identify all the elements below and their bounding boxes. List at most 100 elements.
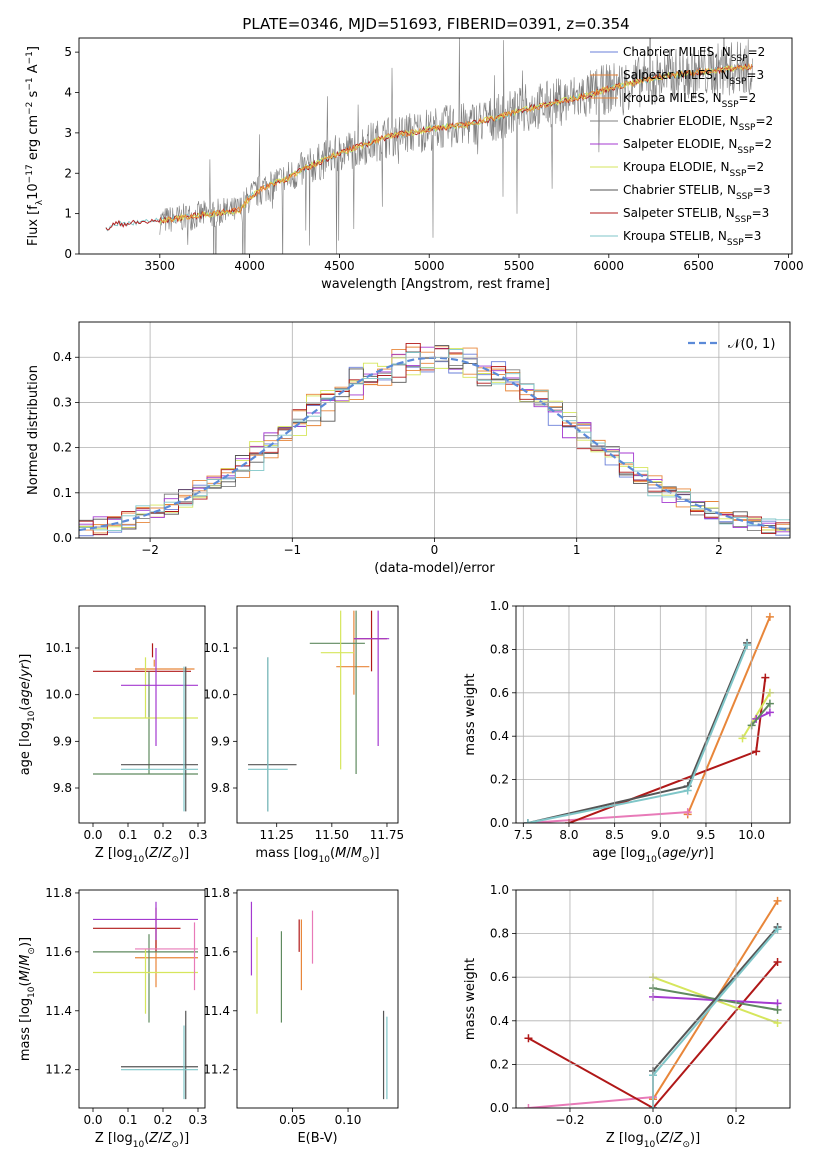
x-tick-label: 0.10	[335, 1113, 362, 1127]
x-tick-label: 7000	[773, 259, 804, 273]
x-tick-label: 0.2	[153, 828, 172, 842]
x-tick-label: 10.0	[738, 828, 765, 842]
weight-point	[773, 957, 782, 966]
x-tick-label: 8.5	[605, 828, 624, 842]
x-tick-label: 0.2	[726, 1113, 745, 1127]
model-spectrum	[159, 63, 753, 224]
legend-entry: 𝒩(0, 1)	[728, 337, 775, 352]
residual-histogram	[79, 357, 790, 534]
y-tick-label: 11.6	[45, 945, 72, 959]
x-axis-label: (data-model)/error	[374, 561, 495, 576]
weight-point	[765, 708, 774, 717]
y-tick-label: 9.9	[211, 734, 230, 748]
plot-area	[105, 38, 753, 254]
y-tick-label: 0.3	[53, 395, 72, 409]
y-tick-label: 0.4	[490, 729, 509, 743]
legend-entry: Kroupa ELODIE, NSSP=2	[623, 160, 764, 179]
y-tick-label: 2	[64, 166, 72, 180]
y-tick-label: 0.0	[490, 1101, 509, 1115]
plot-area	[93, 643, 198, 812]
x-tick-label: 3500	[145, 259, 176, 273]
x-tick-label: 0.1	[118, 828, 137, 842]
x-axis-label: Z [log10(Z/Z⊙)]	[606, 1131, 700, 1150]
y-tick-label: 0.8	[490, 927, 509, 941]
axes-frame	[515, 605, 791, 824]
plot-area	[248, 610, 390, 812]
y-tick-label: 0.1	[53, 486, 72, 500]
y-tick-label: 11.2	[45, 1063, 72, 1077]
weight-point	[773, 896, 782, 905]
x-tick-label: 0.0	[83, 1113, 102, 1127]
x-tick-label: 5000	[414, 259, 445, 273]
legend-entry: Salpeter STELIB, NSSP=3	[623, 206, 769, 225]
y-tick-label: 5	[64, 45, 72, 59]
y-axis-label: age [log10(age/yr)]	[18, 654, 37, 776]
x-tick-label: 9.0	[651, 828, 670, 842]
x-tick-label: 7.5	[514, 828, 533, 842]
axes-frame	[78, 321, 791, 539]
y-tick-label: 1.0	[490, 883, 509, 897]
weight-point	[738, 734, 747, 743]
x-tick-label: −1	[283, 543, 301, 557]
y-tick-label: 4	[64, 86, 72, 100]
axes-frame	[78, 889, 206, 1109]
x-tick-label: 6000	[594, 259, 625, 273]
x-tick-label: 11.75	[370, 828, 404, 842]
axes-frame	[236, 889, 399, 1109]
y-tick-label: 0.4	[490, 1014, 509, 1028]
y-tick-label: 3	[64, 126, 72, 140]
y-tick-label: 0.6	[490, 686, 509, 700]
x-tick-label: 0.2	[153, 1113, 172, 1127]
legend-entry: Kroupa STELIB, NSSP=3	[623, 229, 761, 248]
legend-entry: Chabrier STELIB, NSSP=3	[623, 183, 771, 202]
plot-area	[250, 901, 388, 1100]
x-tick-label: 0.1	[118, 1113, 137, 1127]
y-axis-label: mass weight	[463, 673, 478, 755]
weight-point	[773, 1005, 782, 1014]
x-tick-label: 0.0	[643, 1113, 662, 1127]
chart-weight_vs_Z: −0.2 0.0 0.2 0.0 0.2 0.4 0.6 0.8 1.0 Z [log10(Z/Z…	[463, 883, 791, 1150]
y-tick-label: 0.2	[490, 773, 509, 787]
y-tick-label: 0.6	[490, 970, 509, 984]
y-tick-label: 0.0	[53, 531, 72, 545]
x-tick-label: 9.5	[696, 828, 715, 842]
residual-histogram	[79, 348, 790, 537]
chart-age_vs_mass: 11.25 11.50 11.75 9.8 9.9 10.0 10.1 mass [log10…	[203, 605, 404, 865]
y-tick-label: 9.8	[53, 781, 72, 795]
y-tick-label: 9.9	[53, 734, 72, 748]
x-tick-label: 11.50	[315, 828, 349, 842]
weight-point	[773, 925, 782, 934]
x-tick-label: −2	[141, 543, 159, 557]
chart-weight_vs_age: 7.5 8.0 8.5 9.0 9.5 10.0 0.0 0.2 0.4 0.6 0.8 1.0 age…	[463, 599, 791, 865]
x-tick-label: 0.05	[279, 1113, 306, 1127]
x-tick-label: 0.3	[188, 828, 207, 842]
x-tick-label: 4000	[234, 259, 265, 273]
legend-entry: Chabrier MILES, NSSP=2	[623, 45, 765, 64]
x-tick-label: 0.0	[83, 828, 102, 842]
x-tick-label: 11.25	[260, 828, 294, 842]
y-tick-label: 11.4	[45, 1004, 72, 1018]
chart-spectrum: 3500 4000 4500 5000 5500 6000 6500 7000 0 1 2 3 4 5 wa…	[25, 37, 804, 292]
y-tick-label: 0.2	[53, 441, 72, 455]
axes-frame	[236, 605, 399, 824]
weight-series	[652, 926, 779, 1108]
y-tick-label: 11.6	[203, 945, 230, 959]
y-tick-label: 0.4	[53, 350, 72, 364]
weight-series	[527, 811, 688, 823]
y-tick-label: 0	[64, 247, 72, 261]
legend-entry: Chabrier ELODIE, NSSP=2	[623, 114, 773, 133]
x-axis-label: Z [log10(Z/Z⊙)]	[95, 1131, 189, 1150]
y-tick-label: 1.0	[490, 599, 509, 613]
residual-histogram	[79, 353, 790, 537]
residual-histogram	[79, 345, 790, 534]
model-spectrum	[159, 63, 752, 225]
chart-age_vs_Z: 0.0 0.1 0.2 0.3 9.8 9.9 10.0 10.1 Z [log10(Z/Z⊙)…	[18, 605, 208, 865]
weight-series	[750, 702, 771, 727]
legend-entry: Salpeter MILES, NSSP=3	[623, 68, 764, 87]
y-tick-label: 10.0	[203, 688, 230, 702]
y-axis-label: mass [log10(M/M⊙)]	[18, 937, 37, 1061]
axes-frame	[78, 37, 793, 255]
y-tick-label: 0.8	[490, 642, 509, 656]
legend-entry: Salpeter ELODIE, NSSP=2	[623, 137, 772, 156]
